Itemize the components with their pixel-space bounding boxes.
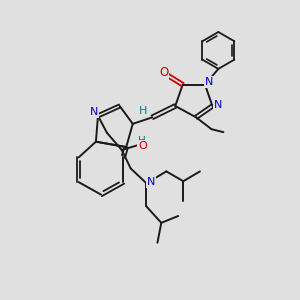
Text: H: H xyxy=(139,106,148,116)
Text: O: O xyxy=(159,66,168,79)
Text: N: N xyxy=(90,107,98,117)
Text: O: O xyxy=(139,141,148,151)
Text: N: N xyxy=(205,76,213,87)
Text: H: H xyxy=(138,136,146,146)
Text: N: N xyxy=(147,177,155,187)
Text: N: N xyxy=(214,100,222,110)
